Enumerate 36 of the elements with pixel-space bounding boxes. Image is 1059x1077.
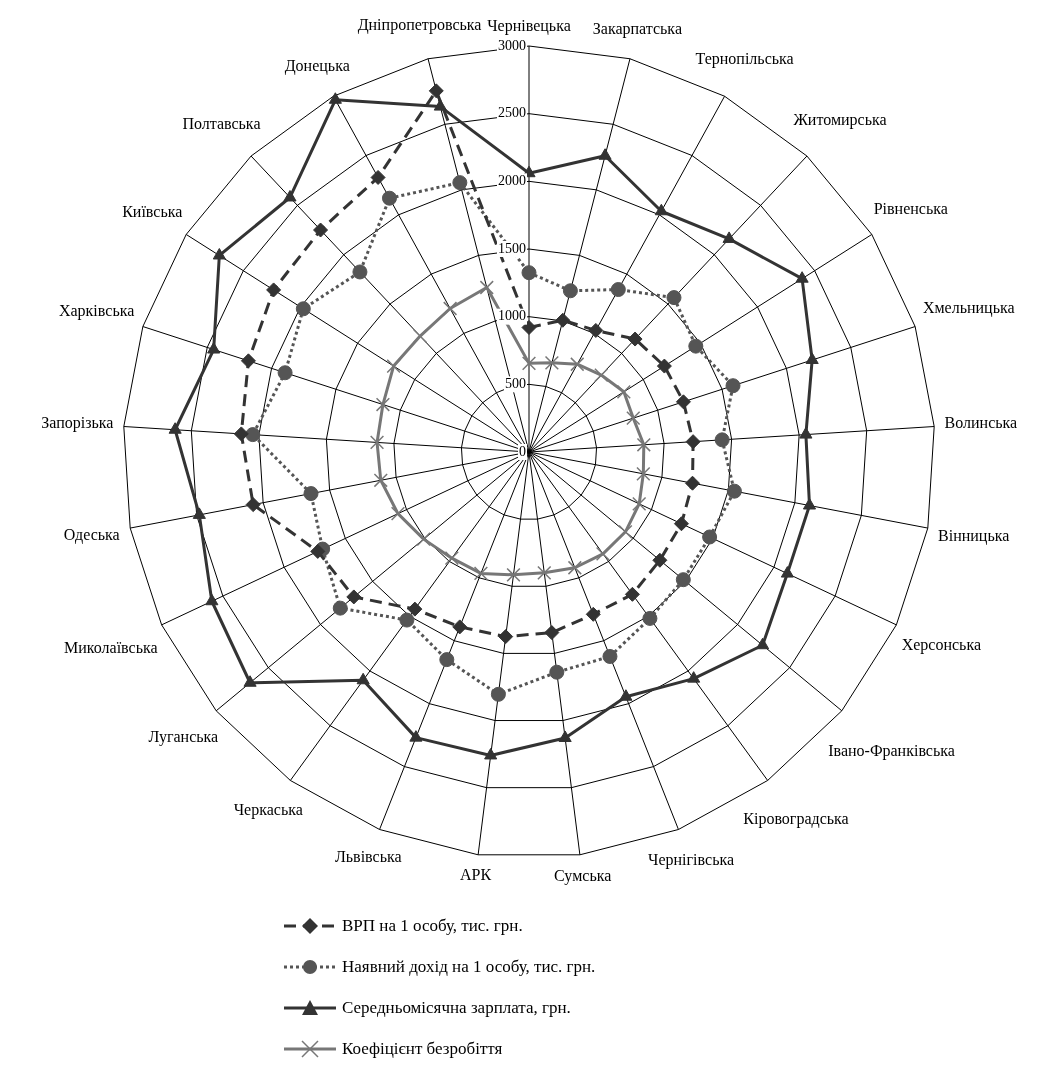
- legend-label: Середньомісячна зарплата, грн.: [342, 997, 571, 1018]
- y-tick-label: 1000: [498, 308, 526, 324]
- y-tick-label: 500: [505, 376, 526, 392]
- spoke-label: Миколаївська: [64, 638, 158, 656]
- spoke-label: Донецька: [284, 57, 350, 76]
- spoke-label: Луганська: [148, 728, 219, 747]
- spoke-label: Київська: [122, 203, 183, 221]
- spoke-label: Хмельницька: [922, 299, 1015, 318]
- spoke-label: Рівненська: [873, 199, 948, 217]
- y-tick-label: 1500: [498, 240, 526, 256]
- spoke-label: Тернопільська: [695, 50, 794, 69]
- y-tick-label: 2500: [498, 105, 526, 121]
- spoke-label: Черкаська: [233, 801, 303, 820]
- y-tick-label: 3000: [498, 37, 526, 53]
- spoke-label: Вінницька: [938, 527, 1010, 546]
- spoke-label: Волинська: [944, 413, 1018, 431]
- spoke-label: Харківська: [58, 301, 135, 320]
- spoke-label: Сумська: [554, 867, 612, 886]
- legend-label: Наявний дохід на 1 особу, тис. грн.: [342, 956, 596, 977]
- legend-label: Коефіцієнт безробіття: [342, 1038, 503, 1059]
- legend-label: ВРП на 1 особу, тис. грн.: [342, 915, 523, 936]
- spoke-label: Івано-Франківська: [828, 742, 955, 761]
- spoke-label: Житомирська: [793, 110, 887, 129]
- y-tick-label: 2000: [498, 173, 526, 189]
- spoke-label: Чернігівська: [648, 851, 735, 870]
- spoke-label: Львівська: [334, 848, 402, 866]
- spoke-label: Кіровоградська: [743, 809, 849, 828]
- spoke-label: Одеська: [63, 525, 120, 544]
- spoke-label: Херсонська: [901, 636, 982, 655]
- spoke-label: АРК: [459, 865, 492, 883]
- spoke-label: Полтавська: [182, 114, 261, 132]
- spoke-label: Чернівецька: [487, 17, 571, 36]
- spoke-label: Запорізька: [41, 413, 114, 432]
- y-tick-label: 0: [519, 443, 526, 459]
- spoke-label: Закарпатська: [592, 20, 682, 39]
- spoke-label: Дніпропетровська: [357, 15, 482, 34]
